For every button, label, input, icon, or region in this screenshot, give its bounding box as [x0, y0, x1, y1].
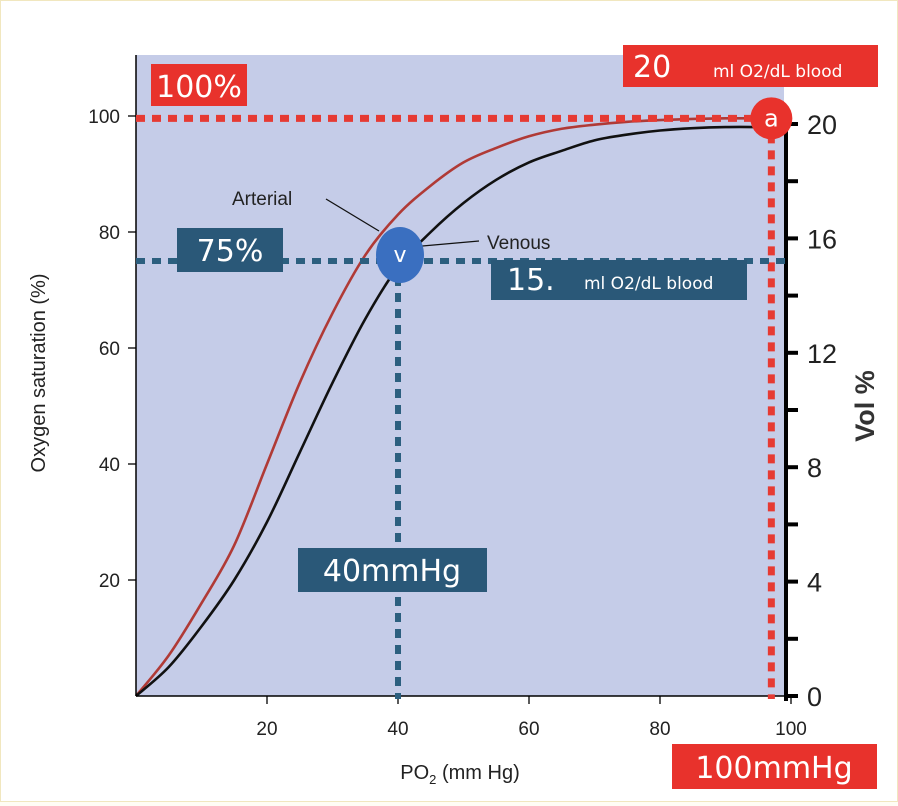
venous-curve	[135, 125, 778, 697]
vol-20-callout-box	[623, 45, 878, 87]
x-tick-label: 20	[256, 719, 277, 740]
y-tick-label: 100	[88, 107, 120, 128]
venous-point-marker	[376, 227, 424, 283]
sat-75-callout-box	[177, 228, 283, 272]
po2-40-callout-text: 40mmHg	[323, 554, 461, 589]
arterial-leader-line	[325, 198, 380, 232]
vol-15-unit: ml O2/dL blood	[584, 274, 713, 294]
vol-15-number: 15.	[507, 263, 555, 298]
vol-20-unit: ml O2/dL blood	[713, 62, 842, 82]
venous-point-label: v	[393, 243, 406, 268]
y-axis-title: Oxygen saturation (%)	[28, 274, 50, 473]
right-axis-tick-label: 8	[807, 453, 822, 483]
x-tick-label: 80	[649, 719, 670, 740]
arterial-point-label: a	[764, 104, 779, 132]
y-tick-label: 80	[99, 223, 120, 244]
x-axis-title-main: PO	[400, 762, 429, 784]
venous-label: Venous	[487, 233, 550, 254]
po2-100-callout-box	[672, 744, 877, 789]
sat-75-callout-text: 75%	[197, 234, 264, 269]
arterial-point-marker	[750, 97, 793, 140]
right-axis-tick-label: 0	[807, 682, 822, 712]
arterial-label: Arterial	[232, 189, 292, 210]
curves-layer	[134, 116, 778, 697]
plot-area	[136, 55, 784, 696]
x-tick-label: 60	[518, 719, 539, 740]
x-axis-title-subscript: 2	[429, 772, 436, 787]
right-axis-tick-label: 4	[807, 568, 822, 598]
right-axis-tick-label: 20	[807, 110, 837, 140]
sat-100-callout-text: 100%	[156, 70, 242, 105]
right-axis-tick-label: 12	[807, 339, 837, 369]
right-axis-tick-label: 16	[807, 224, 837, 254]
vol-15-callout-box	[491, 260, 747, 300]
vol-20-number: 20	[633, 50, 671, 85]
y-tick-label: 60	[99, 339, 120, 360]
po2-40-callout-box	[298, 548, 487, 592]
x-axis-title-unit: (mm Hg)	[436, 762, 519, 784]
x-axis-title: PO2 (mm Hg)	[400, 762, 519, 787]
x-tick-label: 100	[775, 719, 807, 740]
po2-100-callout-text: 100mmHg	[695, 751, 852, 786]
arterial-curve	[134, 116, 778, 697]
y-tick-label: 40	[99, 455, 120, 476]
y-tick-label: 20	[99, 571, 120, 592]
sat-100-callout-box	[151, 64, 247, 106]
x-tick-label: 40	[387, 719, 408, 740]
y2-axis-title: Vol %	[850, 370, 880, 442]
